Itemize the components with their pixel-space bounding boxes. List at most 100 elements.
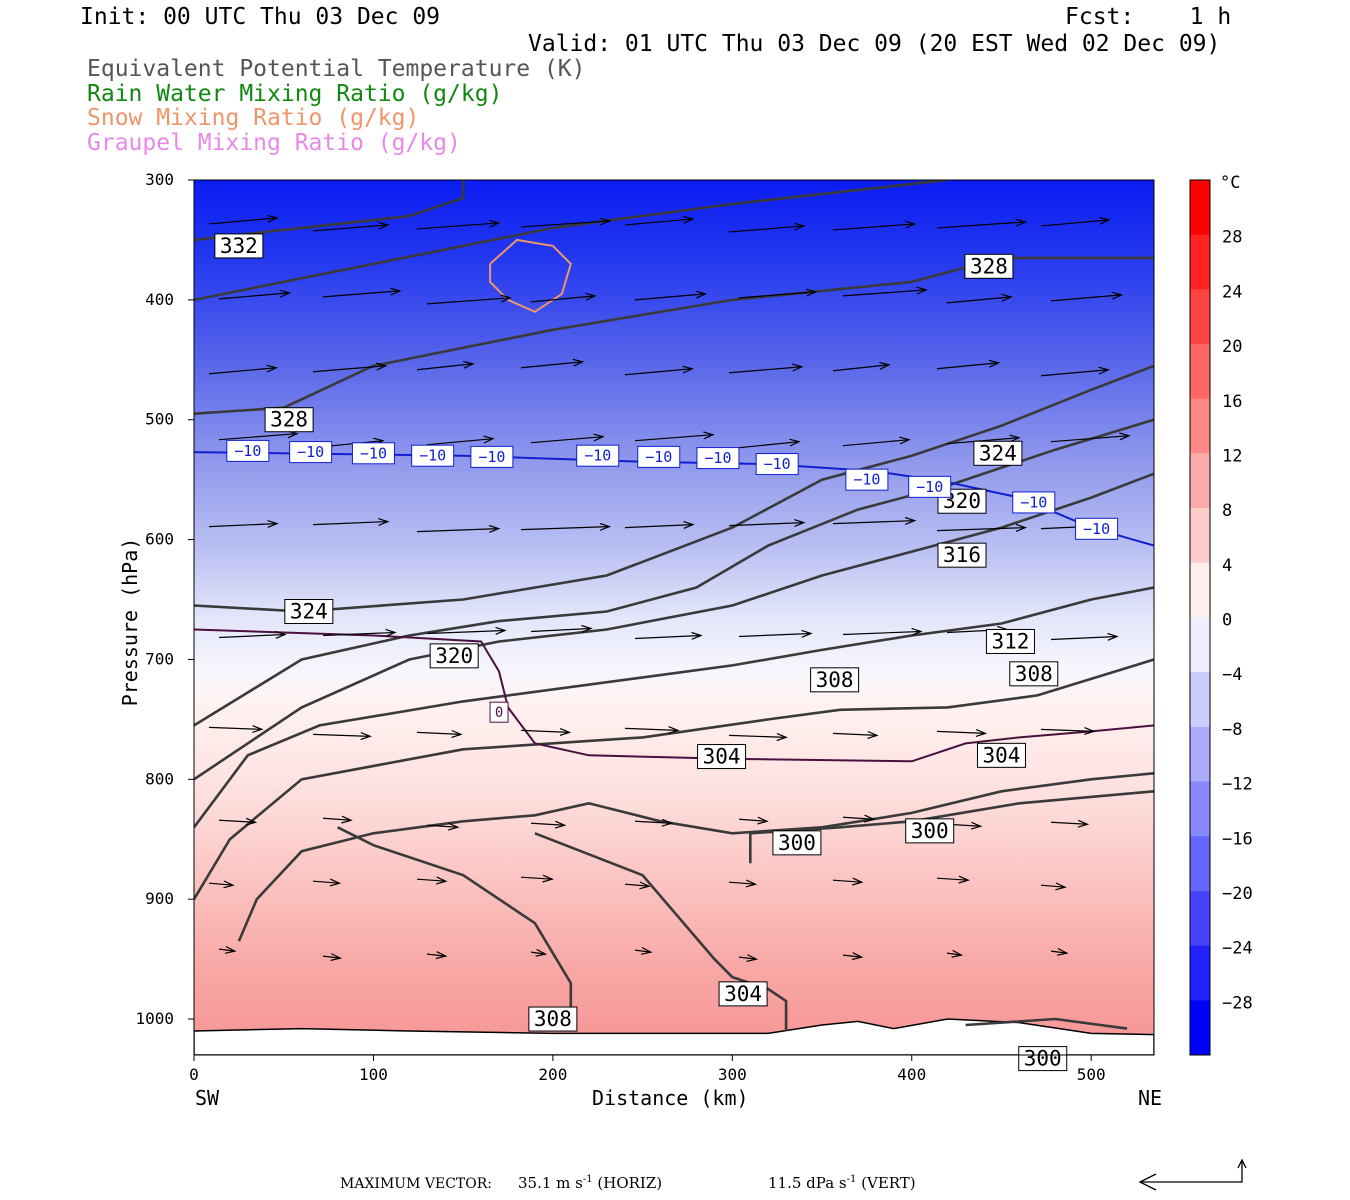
x-axis-title: Distance (km) (592, 1086, 749, 1110)
theta-e-contour-308 (337, 826, 573, 1031)
contour-label: 304 (983, 743, 1021, 767)
contour-label: 308 (816, 668, 854, 692)
x-tick-label: 400 (897, 1065, 926, 1084)
contour-label-box (905, 818, 955, 844)
colorbar-tick-label: −12 (1222, 775, 1253, 795)
wind-vector-head (267, 214, 279, 223)
max-vector-horiz: 35.1 m s-1 (HORIZ) (518, 1174, 663, 1192)
contour-label: −10 (234, 442, 261, 460)
wind-vector-head (639, 881, 651, 890)
wind-vector-head (245, 817, 258, 826)
colorbar-tick-label: 16 (1222, 392, 1242, 412)
wind-vector-head (746, 954, 759, 962)
contour-label: 320 (435, 644, 473, 668)
wind-vector-head (951, 949, 964, 958)
wind-vector (832, 364, 890, 372)
wind-vector-head (911, 627, 923, 636)
wind-vector (312, 521, 388, 526)
colorbar-tick-label: 4 (1222, 556, 1232, 576)
colorbar-tick-label: 28 (1222, 228, 1242, 248)
wind-vector-head (899, 436, 911, 445)
wind-vector (936, 877, 969, 881)
wind-vector (634, 293, 706, 301)
wind-vector (738, 818, 768, 822)
isotherm-zero (194, 628, 1154, 763)
wind-vector (728, 225, 804, 233)
contour-label: 324 (979, 441, 1017, 465)
wind-vector-head (1099, 216, 1111, 225)
wind-vector-head (1056, 947, 1069, 956)
wind-vector-head (975, 729, 988, 737)
contour-label: 324 (290, 600, 328, 624)
wind-vector-head (495, 626, 507, 635)
wind-vector (1050, 294, 1122, 302)
contour-label: 300 (778, 831, 816, 855)
wind-vector-head (904, 220, 917, 229)
contour-label: −10 (764, 455, 791, 473)
wind-vector-head (1107, 632, 1119, 641)
contour-label-box (351, 442, 395, 465)
contour-label: −10 (704, 449, 731, 467)
y-tick-label: 900 (145, 889, 174, 908)
contour-label-box (845, 468, 889, 491)
theta-e-contour-300 (965, 1017, 1128, 1030)
contour-label: 308 (534, 1007, 572, 1031)
wind-vector-head (851, 952, 864, 961)
wind-vector (842, 439, 910, 447)
wind-vector-head (329, 878, 342, 887)
contour-label-box (637, 445, 681, 468)
wind-vector-head (378, 221, 390, 230)
wind-vector-head (463, 360, 475, 369)
wind-vector-head (794, 519, 806, 527)
wind-vector-head (970, 821, 983, 830)
wind-vector (624, 524, 694, 529)
contour-label-box (489, 701, 509, 723)
init-time: Init: 00 UTC Thu 03 Dec 09 (80, 4, 441, 30)
wind-vector (416, 363, 474, 371)
wind-vector (520, 876, 553, 880)
colorbar-tick-label: −28 (1222, 993, 1253, 1013)
theta-e-contour-316 (194, 472, 1154, 781)
colorbar-segment (1190, 180, 1210, 236)
wind-vector (728, 734, 787, 738)
wind-vector-head (867, 730, 879, 739)
wind-vector-head (789, 438, 801, 447)
wind-vector (832, 879, 862, 883)
wind-vector (738, 441, 800, 449)
wind-vector (520, 526, 610, 531)
wind-vector-head (599, 522, 612, 531)
wind-vector-head (640, 946, 653, 955)
contour-label: 308 (1015, 662, 1053, 686)
wind-vector (426, 629, 506, 635)
contour-label: 304 (703, 745, 741, 769)
contour-label: −10 (297, 443, 324, 461)
wind-vector-head (806, 288, 818, 297)
contour-label-box (772, 830, 822, 856)
contour-label-box (976, 742, 1026, 768)
wind-vector-head (794, 222, 806, 231)
colorbar-tick-label: −20 (1222, 884, 1253, 904)
wind-vector-head (1001, 293, 1013, 302)
wind-vector (426, 953, 446, 957)
wind-vector (946, 437, 1020, 445)
x-right-label: NE (1138, 1086, 1163, 1110)
x-tick-label: 300 (718, 1065, 747, 1084)
colorbar-segment (1190, 344, 1210, 400)
wind-vector-head (683, 521, 695, 529)
wind-vector-head (988, 359, 1001, 368)
contour-label-box (696, 447, 740, 470)
wind-vector (322, 631, 396, 637)
wind-vector-head (1009, 434, 1021, 443)
wind-vector (208, 217, 278, 225)
contour-label-box (411, 444, 455, 467)
wind-vector (218, 819, 256, 823)
wind-vector-head (266, 364, 278, 373)
wind-vector-head (267, 520, 279, 528)
contour-label: 304 (724, 982, 762, 1006)
y-axis-title: Pressure (hPa) (118, 537, 142, 707)
y-tick-label: 700 (145, 649, 174, 668)
contour-label: 328 (970, 254, 1008, 278)
wind-vector (936, 362, 999, 370)
wind-vector-head (879, 361, 891, 370)
